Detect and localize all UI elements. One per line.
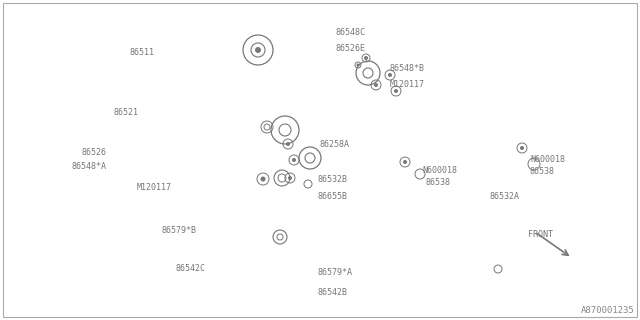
Text: 86655B: 86655B	[318, 192, 348, 201]
Text: N600018: N600018	[530, 155, 565, 164]
Text: 86548*B: 86548*B	[390, 64, 425, 73]
Circle shape	[255, 47, 261, 53]
Text: 86579*B: 86579*B	[162, 226, 197, 235]
Text: N600018: N600018	[422, 166, 457, 175]
Circle shape	[260, 177, 266, 181]
Text: 86521: 86521	[113, 108, 138, 117]
Text: 86532B: 86532B	[318, 175, 348, 184]
Text: 86548C: 86548C	[336, 28, 366, 37]
Text: 86538: 86538	[530, 167, 555, 176]
Circle shape	[403, 160, 407, 164]
Text: 86548*A: 86548*A	[71, 162, 106, 171]
Circle shape	[520, 146, 524, 150]
Text: FRONT: FRONT	[528, 230, 553, 239]
Bar	[295, 272, 385, 300]
Bar	[228, 28, 288, 73]
Text: 86526E: 86526E	[336, 44, 366, 53]
Circle shape	[286, 142, 290, 146]
Text: 86526: 86526	[81, 148, 106, 157]
Text: 86258A: 86258A	[320, 140, 350, 149]
Text: 86532A: 86532A	[490, 192, 520, 201]
Text: 86579*A: 86579*A	[318, 268, 353, 277]
Circle shape	[356, 63, 360, 67]
Text: A870001235: A870001235	[581, 306, 635, 315]
Text: 86538: 86538	[426, 178, 451, 187]
Circle shape	[288, 176, 292, 180]
Bar	[155, 233, 240, 263]
Circle shape	[364, 56, 368, 60]
Circle shape	[374, 83, 378, 87]
Text: 86542B: 86542B	[318, 288, 348, 297]
Text: 86511: 86511	[130, 48, 155, 57]
Text: 86542C: 86542C	[175, 264, 205, 273]
Circle shape	[394, 89, 398, 93]
Circle shape	[388, 73, 392, 77]
Circle shape	[292, 158, 296, 162]
Text: M120117: M120117	[137, 183, 172, 192]
Text: M120117: M120117	[390, 80, 425, 89]
